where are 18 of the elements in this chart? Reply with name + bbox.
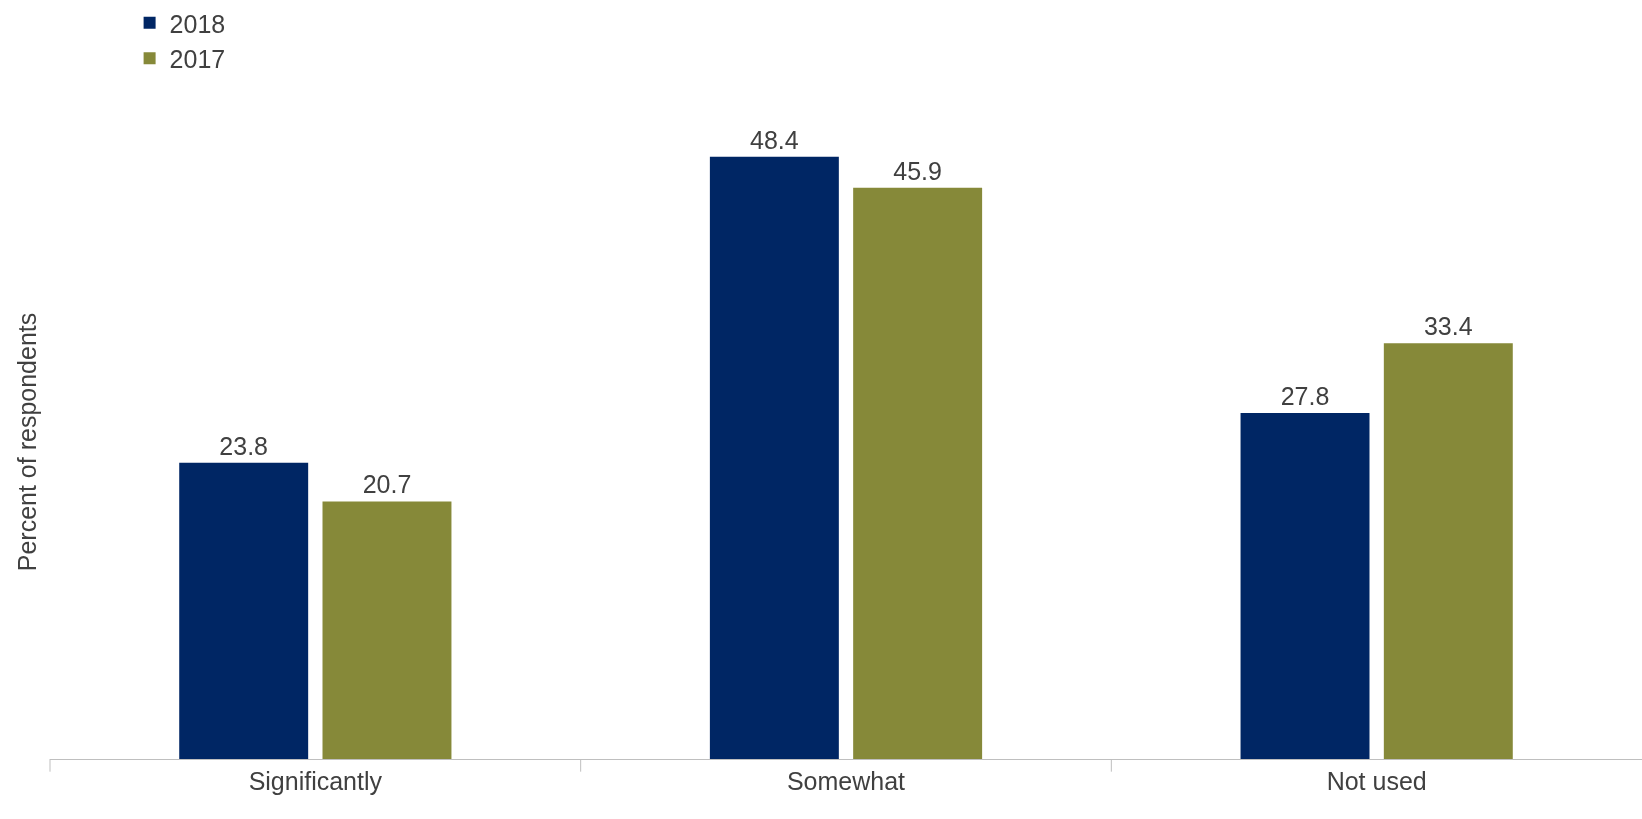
bar (322, 501, 452, 759)
data-label: 27.8 (1280, 382, 1330, 411)
x-tick-label: Significantly (248, 767, 383, 795)
data-label: 23.8 (219, 431, 269, 460)
data-label: 20.7 (362, 470, 412, 499)
bar (1383, 343, 1513, 759)
y-axis-title: Percent of respondents (12, 312, 41, 572)
data-label: 33.4 (1423, 312, 1473, 341)
x-tick-label: Not used (1326, 767, 1427, 795)
bar (179, 462, 309, 759)
x-tick-label: Somewhat (786, 767, 906, 795)
legend-label: 2017 (169, 45, 226, 73)
data-label: 48.4 (749, 125, 799, 154)
bar (853, 187, 983, 759)
bar (1240, 413, 1370, 759)
data-label: 45.9 (893, 156, 942, 185)
legend-label: 2018 (169, 9, 226, 38)
bar (709, 156, 839, 759)
